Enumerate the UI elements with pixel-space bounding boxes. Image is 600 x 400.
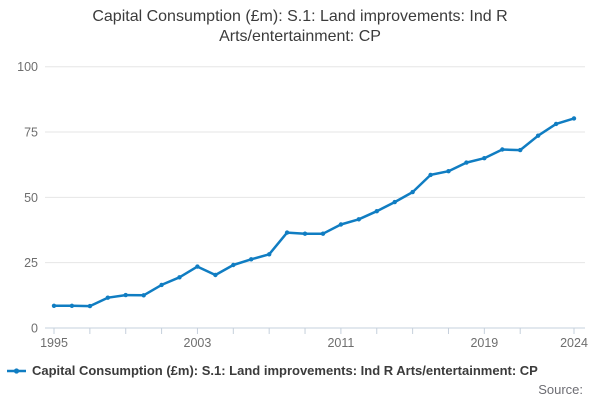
data-point: [123, 292, 128, 298]
legend-label: Capital Consumption (£m): S.1: Land impr…: [32, 363, 538, 378]
chart-title-line1: Capital Consumption (£m): S.1: Land impr…: [92, 8, 508, 25]
x-axis-tick-label: 2011: [327, 336, 354, 350]
data-point: [446, 169, 451, 174]
data-point: [553, 121, 559, 127]
line-chart: 0 25 50 75 100 1995 2003 2011 2019 2024: [17, 60, 588, 350]
data-point: [428, 172, 433, 178]
series-line: [52, 117, 576, 308]
data-point: [213, 272, 218, 278]
data-point: [571, 116, 577, 121]
source-label: Source:: [538, 382, 583, 397]
chart-title: Capital Consumption (£m): S.1: Land impr…: [0, 7, 600, 47]
x-axis-tick-label: 2019: [470, 336, 498, 350]
y-axis-tick-label: 75: [24, 126, 38, 140]
x-axis-tick-label: 2003: [184, 336, 212, 350]
data-point: [356, 217, 361, 222]
x-axis-tick-label: 1995: [40, 336, 68, 350]
data-point: [410, 189, 415, 195]
data-point: [535, 133, 541, 138]
data-point: [195, 264, 200, 269]
chart-title-line2: Arts/entertainment: CP: [219, 28, 381, 45]
data-point: [267, 252, 272, 257]
data-point: [231, 262, 236, 268]
x-axis-tick-label: 2024: [560, 336, 588, 350]
legend: Capital Consumption (£m): S.1: Land impr…: [6, 363, 598, 378]
data-point: [302, 231, 308, 236]
y-axis-tick-label: 0: [31, 322, 38, 336]
y-axis-tick-label: 100: [17, 60, 38, 74]
data-point: [249, 257, 254, 262]
data-point: [141, 293, 146, 298]
data-point: [500, 147, 505, 152]
data-point: [320, 231, 326, 236]
data-point: [177, 275, 182, 280]
data-point: [87, 303, 93, 309]
data-point: [284, 230, 290, 235]
data-point: [392, 199, 397, 205]
legend-line-marker-icon: [7, 367, 26, 374]
y-axis-tick-label: 25: [24, 256, 38, 270]
data-point: [374, 209, 379, 214]
data-point: [482, 156, 487, 161]
y-axis-tick-label: 50: [24, 191, 38, 205]
data-point: [69, 303, 75, 308]
data-point: [105, 295, 111, 300]
data-point: [51, 303, 57, 308]
data-point: [338, 222, 344, 227]
data-point: [159, 282, 164, 288]
data-point: [518, 147, 523, 153]
data-point: [464, 160, 469, 165]
